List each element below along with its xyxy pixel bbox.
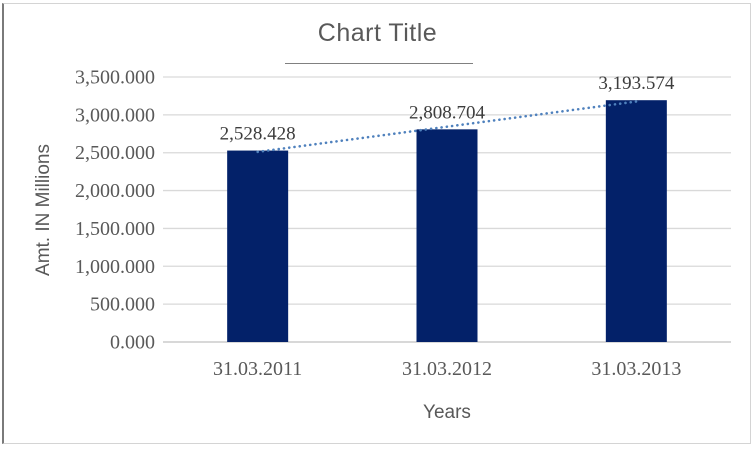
- title-underline: [285, 63, 473, 64]
- bar: [605, 100, 667, 342]
- y-tick-label: 2,500.000: [75, 142, 155, 164]
- y-tick-label: 2,000.000: [75, 180, 155, 202]
- y-tick-label: 3,000.000: [75, 104, 155, 126]
- trendline: [256, 100, 638, 154]
- y-tick-label: 1,500.000: [75, 218, 155, 240]
- data-label: 2,808.704: [409, 102, 486, 123]
- y-tick-label: 3,500.000: [75, 67, 155, 89]
- data-label: 2,528.428: [220, 124, 296, 145]
- bar: [227, 150, 289, 342]
- x-tick-label: 31.03.2012: [402, 358, 492, 380]
- data-label: 3,193.574: [598, 73, 675, 94]
- x-tick-label: 31.03.2011: [213, 358, 302, 380]
- y-tick-label: 1,000.000: [75, 256, 155, 278]
- bar: [416, 129, 478, 342]
- y-tick-label: 0.000: [110, 332, 155, 354]
- chart-title: Chart Title: [317, 19, 438, 47]
- x-tick-label: 31.03.2013: [591, 358, 681, 380]
- x-axis-title: Years: [423, 402, 471, 423]
- y-tick-label: 500.000: [90, 294, 155, 316]
